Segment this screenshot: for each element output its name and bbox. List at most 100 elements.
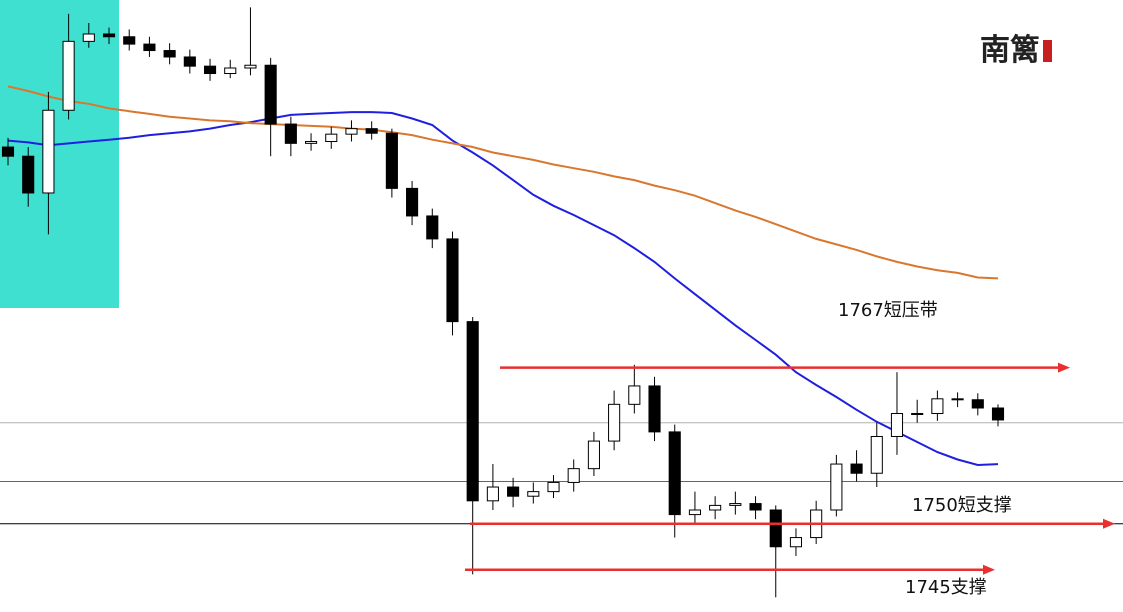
candle bbox=[22, 147, 35, 207]
arrow-head bbox=[1058, 362, 1070, 373]
candle bbox=[466, 317, 479, 575]
candle bbox=[870, 422, 883, 488]
candle bbox=[810, 500, 823, 544]
candle bbox=[830, 454, 843, 517]
candle-body bbox=[123, 36, 136, 45]
candle-body bbox=[628, 385, 641, 405]
candle-body bbox=[305, 141, 318, 144]
arrow-head bbox=[1103, 518, 1115, 529]
candle bbox=[507, 477, 520, 508]
candle-body bbox=[486, 486, 499, 502]
candle-body bbox=[729, 503, 742, 506]
candle-body bbox=[163, 50, 176, 58]
candle bbox=[284, 116, 297, 157]
candle bbox=[486, 464, 499, 510]
candle-body bbox=[446, 238, 459, 323]
candle-body bbox=[224, 67, 237, 75]
candle bbox=[42, 91, 55, 235]
candle bbox=[163, 43, 176, 65]
candle-body bbox=[850, 463, 863, 474]
candle-body bbox=[102, 33, 116, 38]
candle-body bbox=[911, 413, 924, 416]
candle-body bbox=[547, 481, 560, 493]
candle bbox=[567, 459, 580, 492]
candle bbox=[648, 376, 661, 442]
candle-body bbox=[507, 486, 520, 497]
candle bbox=[224, 59, 237, 79]
candle-body bbox=[830, 463, 843, 511]
candle-body bbox=[42, 109, 55, 194]
candle-body bbox=[567, 468, 580, 483]
candle-body bbox=[587, 440, 600, 470]
candle-body bbox=[183, 56, 196, 67]
candle-body bbox=[870, 435, 883, 474]
candle bbox=[325, 126, 338, 149]
candle bbox=[547, 475, 560, 499]
candle bbox=[446, 231, 459, 336]
candle-body bbox=[22, 155, 35, 194]
highlight-zone bbox=[0, 0, 119, 308]
candle bbox=[183, 49, 196, 74]
candle-body bbox=[203, 65, 217, 75]
candle-body bbox=[62, 40, 75, 111]
candle bbox=[850, 450, 863, 482]
candle-body bbox=[406, 187, 419, 217]
candle bbox=[82, 22, 95, 48]
candle bbox=[406, 181, 419, 226]
annotation-label: 1767短压带 bbox=[838, 300, 938, 321]
candle bbox=[951, 392, 964, 408]
candle bbox=[385, 128, 398, 198]
candle bbox=[244, 7, 257, 76]
candle-body bbox=[143, 43, 156, 52]
candle-body bbox=[244, 64, 257, 69]
candle bbox=[527, 482, 540, 504]
candle-body bbox=[345, 128, 358, 135]
candle-body bbox=[709, 504, 722, 511]
candle bbox=[305, 133, 318, 151]
candle bbox=[991, 404, 1005, 427]
candle bbox=[62, 13, 75, 120]
annotation-label: 1745支撑 bbox=[905, 577, 987, 598]
annotation-label: 1750短支撑 bbox=[912, 495, 1012, 516]
candle-body bbox=[769, 509, 782, 548]
candle-body bbox=[527, 491, 540, 497]
candle bbox=[931, 390, 944, 421]
candle bbox=[102, 27, 116, 45]
candle bbox=[608, 390, 621, 451]
candle-body bbox=[608, 403, 621, 442]
candle bbox=[365, 121, 378, 140]
candle bbox=[688, 491, 701, 524]
candle bbox=[911, 399, 924, 423]
candle bbox=[1, 137, 15, 166]
candle-body bbox=[365, 128, 378, 134]
candle bbox=[264, 57, 277, 157]
candle bbox=[769, 505, 782, 598]
candle-body bbox=[325, 133, 338, 143]
candle bbox=[345, 120, 358, 142]
logo: 南篱 bbox=[980, 33, 1052, 68]
candle bbox=[729, 491, 742, 515]
candle-body bbox=[668, 431, 681, 516]
candle-body bbox=[931, 398, 944, 415]
candle bbox=[203, 58, 217, 81]
candle bbox=[123, 29, 136, 51]
candle-body bbox=[688, 509, 701, 516]
candle-body bbox=[1, 146, 15, 157]
candle bbox=[587, 431, 600, 476]
candle-body bbox=[648, 385, 661, 433]
candle bbox=[789, 528, 803, 556]
candle-body bbox=[749, 503, 762, 511]
candle bbox=[749, 496, 762, 520]
candle bbox=[628, 364, 641, 414]
candle-body bbox=[991, 407, 1005, 421]
candle bbox=[426, 208, 439, 249]
candle-body bbox=[890, 413, 904, 437]
candle bbox=[668, 424, 681, 538]
candle-body bbox=[971, 399, 984, 409]
candle-body bbox=[264, 64, 277, 125]
candle-body bbox=[82, 33, 95, 42]
logo-text: 南篱 bbox=[980, 33, 1040, 68]
candle-body bbox=[466, 321, 479, 502]
candle bbox=[709, 496, 722, 520]
